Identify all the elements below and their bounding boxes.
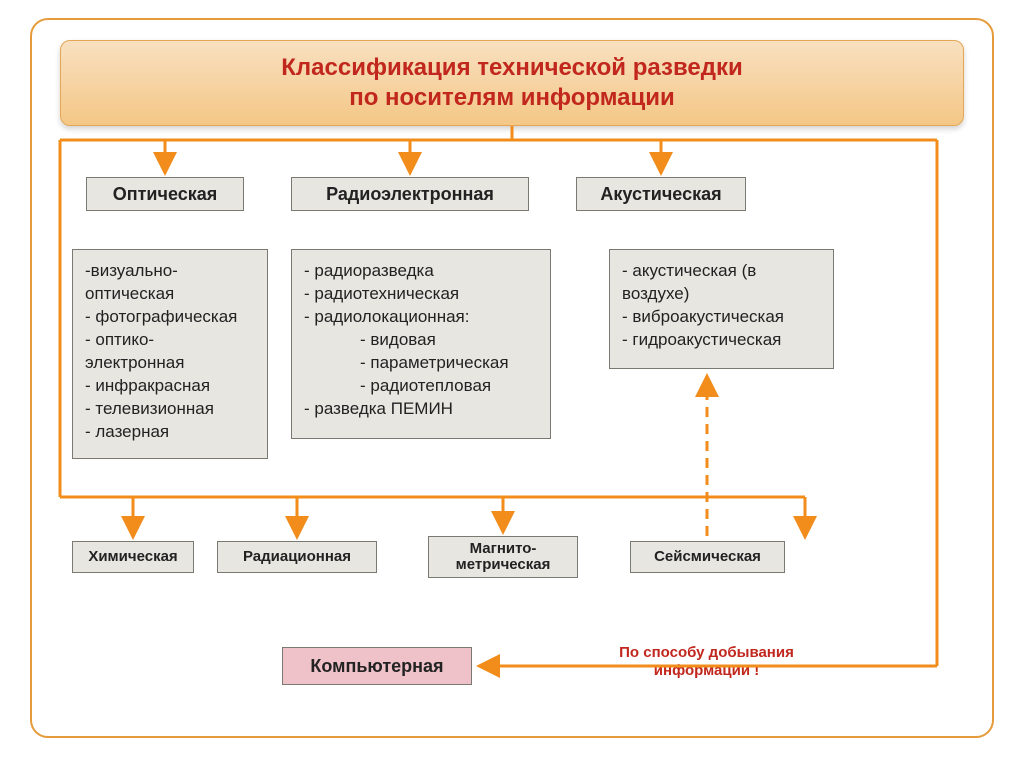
diagram-canvas: Классификация технической разведки по но…: [0, 0, 1024, 767]
box-optical: Оптическая: [86, 177, 244, 211]
box-radiation: Радиационная: [217, 541, 377, 573]
detail-radio-indent: - видовая - параметрическая - радиотепло…: [304, 329, 538, 398]
box-radio: Радиоэлектронная: [291, 177, 529, 211]
title-line-2: по носителям информации: [61, 83, 963, 113]
detail-radio-top: - радиоразведка - радиотехническая - рад…: [304, 261, 469, 326]
box-chemical: Химическая: [72, 541, 194, 573]
detail-radio: - радиоразведка - радиотехническая - рад…: [291, 249, 551, 439]
box-magneto-l2: метрическая: [456, 557, 551, 574]
detail-radio-bottom: - разведка ПЕМИН: [304, 399, 453, 418]
note-l2: информации !: [654, 662, 759, 679]
box-acoustic: Акустическая: [576, 177, 746, 211]
title-line-1: Классификация технической разведки: [61, 53, 963, 83]
note-l1: По способу добывания: [619, 644, 794, 661]
detail-acoustic: - акустическая (в воздухе) - виброакусти…: [609, 249, 834, 369]
note: По способу добывания информации !: [594, 644, 819, 680]
box-magneto: Магнито- метрическая: [428, 536, 578, 578]
title-box: Классификация технической разведки по но…: [60, 40, 964, 126]
box-seismic: Сейсмическая: [630, 541, 785, 573]
detail-optical: -визуально- оптическая - фотографическая…: [72, 249, 268, 459]
box-computer: Компьютерная: [282, 647, 472, 685]
box-magneto-l1: Магнито-: [470, 541, 537, 558]
